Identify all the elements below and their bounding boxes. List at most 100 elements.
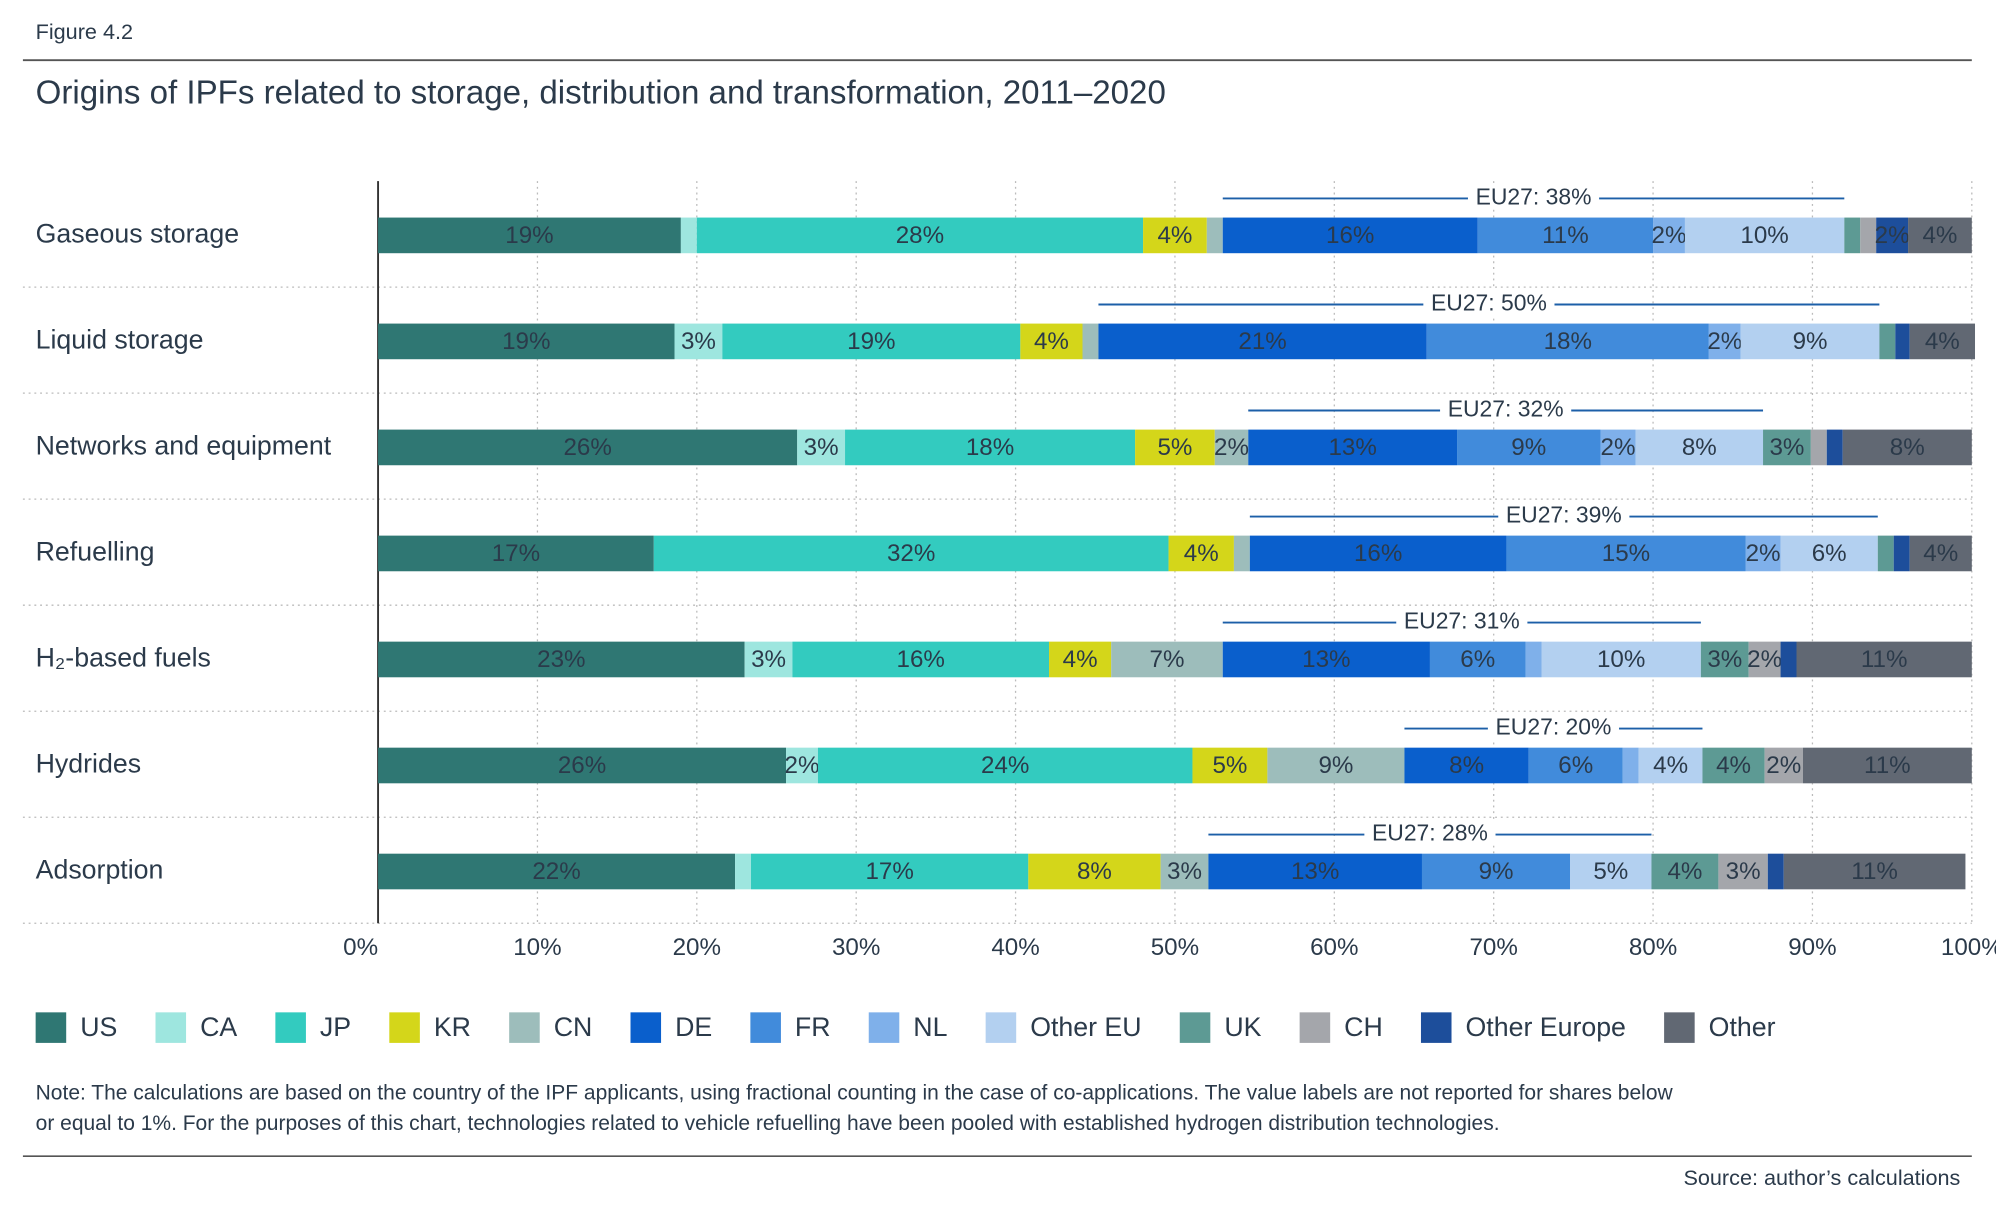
value-label: 9%: [1318, 752, 1353, 779]
bar-segment: [1764, 747, 1803, 784]
value-label: 2%: [1707, 328, 1742, 355]
bar-segment: [1541, 641, 1701, 678]
bar-segment: [1745, 535, 1781, 572]
bar-segment: [1651, 853, 1719, 890]
bar-segment: [1135, 429, 1215, 466]
bar-segment: [696, 217, 1144, 254]
bar-segment: [1222, 217, 1478, 254]
value-label: 2%: [1746, 540, 1781, 567]
eu27-label: EU27: 28%: [1372, 820, 1488, 846]
legend-label: Other: [1709, 1012, 1776, 1042]
value-label: 16%: [897, 646, 945, 673]
value-label: 8%: [1449, 752, 1484, 779]
bar-segment: [1457, 429, 1601, 466]
bar-segment: [378, 853, 736, 890]
category-label: Hydrides: [36, 749, 141, 779]
value-label: 13%: [1291, 858, 1339, 885]
bar-segment: [1082, 323, 1099, 360]
eu27-label-bg: [1487, 713, 1620, 740]
bar-segment: [1426, 323, 1709, 360]
bar-segment: [1528, 747, 1623, 784]
bar-segment: [1780, 641, 1797, 678]
value-label: 3%: [681, 328, 716, 355]
value-label: 8%: [1077, 858, 1112, 885]
bar-segment: [1638, 747, 1703, 784]
bar-segment: [1748, 641, 1781, 678]
value-label: 13%: [1328, 434, 1376, 461]
bar-segment: [1740, 323, 1880, 360]
value-label: 3%: [1769, 434, 1804, 461]
eu27-annotation: EU27: 38%: [1467, 183, 1600, 210]
value-label: 7%: [1150, 646, 1185, 673]
value-label: 2%: [1747, 646, 1782, 673]
bar-segment: [1810, 429, 1827, 466]
bar-segment: [1653, 217, 1685, 254]
value-label: 4%: [1923, 540, 1958, 567]
category-label: Networks and equipment: [36, 430, 332, 460]
bar-segment: [1718, 853, 1768, 890]
value-label: 16%: [1326, 222, 1374, 249]
bar-segment: [1233, 535, 1250, 572]
legend-swatch: [389, 1012, 420, 1043]
bar-segment: [1168, 535, 1234, 572]
bar-segment: [1802, 747, 1972, 784]
value-label: 4%: [1184, 540, 1219, 567]
bar-segment: [1780, 535, 1878, 572]
bar-segment: [378, 535, 654, 572]
bar-segment: [1876, 217, 1909, 254]
bar-segment: [1111, 641, 1223, 678]
value-label: 4%: [1667, 858, 1702, 885]
value-label: 11%: [1542, 222, 1589, 249]
legend-label: UK: [1224, 1012, 1261, 1042]
eu27-label-bg: [1440, 395, 1572, 422]
value-label: 15%: [1602, 540, 1650, 567]
bar-segment: [1879, 323, 1896, 360]
bar-segment: [1600, 429, 1636, 466]
legend-swatch: [630, 1012, 662, 1043]
bar-segment: [797, 429, 846, 466]
x-tick-label: 100%: [1941, 934, 1996, 961]
value-label: 3%: [1707, 646, 1742, 673]
bar-segment: [653, 535, 1169, 572]
legend-swatch: [985, 1012, 1017, 1043]
eu27-label: EU27: 38%: [1476, 184, 1592, 210]
value-label: 24%: [981, 752, 1029, 779]
value-label: 4%: [1063, 646, 1098, 673]
bar-segment: [792, 641, 1050, 678]
eu27-label: EU27: 20%: [1496, 714, 1612, 740]
value-label: 9%: [1793, 328, 1828, 355]
bar-segment: [1525, 641, 1542, 678]
legend-label: CA: [200, 1012, 237, 1042]
value-label: 10%: [1740, 222, 1788, 249]
value-label: 2%: [1601, 434, 1636, 461]
bar-segment: [1249, 535, 1507, 572]
bar-segment: [378, 747, 787, 784]
bar-segment: [1477, 217, 1654, 254]
bar-segment: [680, 217, 697, 254]
bar-segment: [786, 747, 818, 784]
eu27-annotation: EU27: 32%: [1440, 395, 1572, 422]
value-label: 4%: [1925, 328, 1960, 355]
value-label: 5%: [1157, 434, 1192, 461]
bar-segment: [1702, 747, 1765, 784]
bar-segment: [1622, 747, 1639, 784]
bar-segment: [1222, 641, 1430, 678]
bar-segment: [1909, 323, 1976, 360]
x-tick-label: 60%: [1310, 934, 1358, 961]
legend-swatch: [1420, 1012, 1452, 1043]
bar-segment: [1908, 217, 1972, 254]
x-tick-label: 90%: [1788, 934, 1836, 961]
value-label: 2%: [785, 752, 820, 779]
bar-segment: [378, 323, 675, 360]
note-line: or equal to 1%. For the purposes of this…: [36, 1112, 1500, 1135]
value-label: 6%: [1460, 646, 1495, 673]
legend-label: Other Europe: [1466, 1012, 1626, 1042]
value-label: 2%: [1652, 222, 1687, 249]
source: Source: author’s calculations: [1683, 1165, 1960, 1190]
value-label: 2%: [1875, 222, 1910, 249]
legend-swatch: [1299, 1012, 1331, 1043]
bar-segment: [735, 853, 752, 890]
bar-segment: [1506, 535, 1746, 572]
value-label: 26%: [563, 434, 611, 461]
bar-segment: [1767, 853, 1784, 890]
